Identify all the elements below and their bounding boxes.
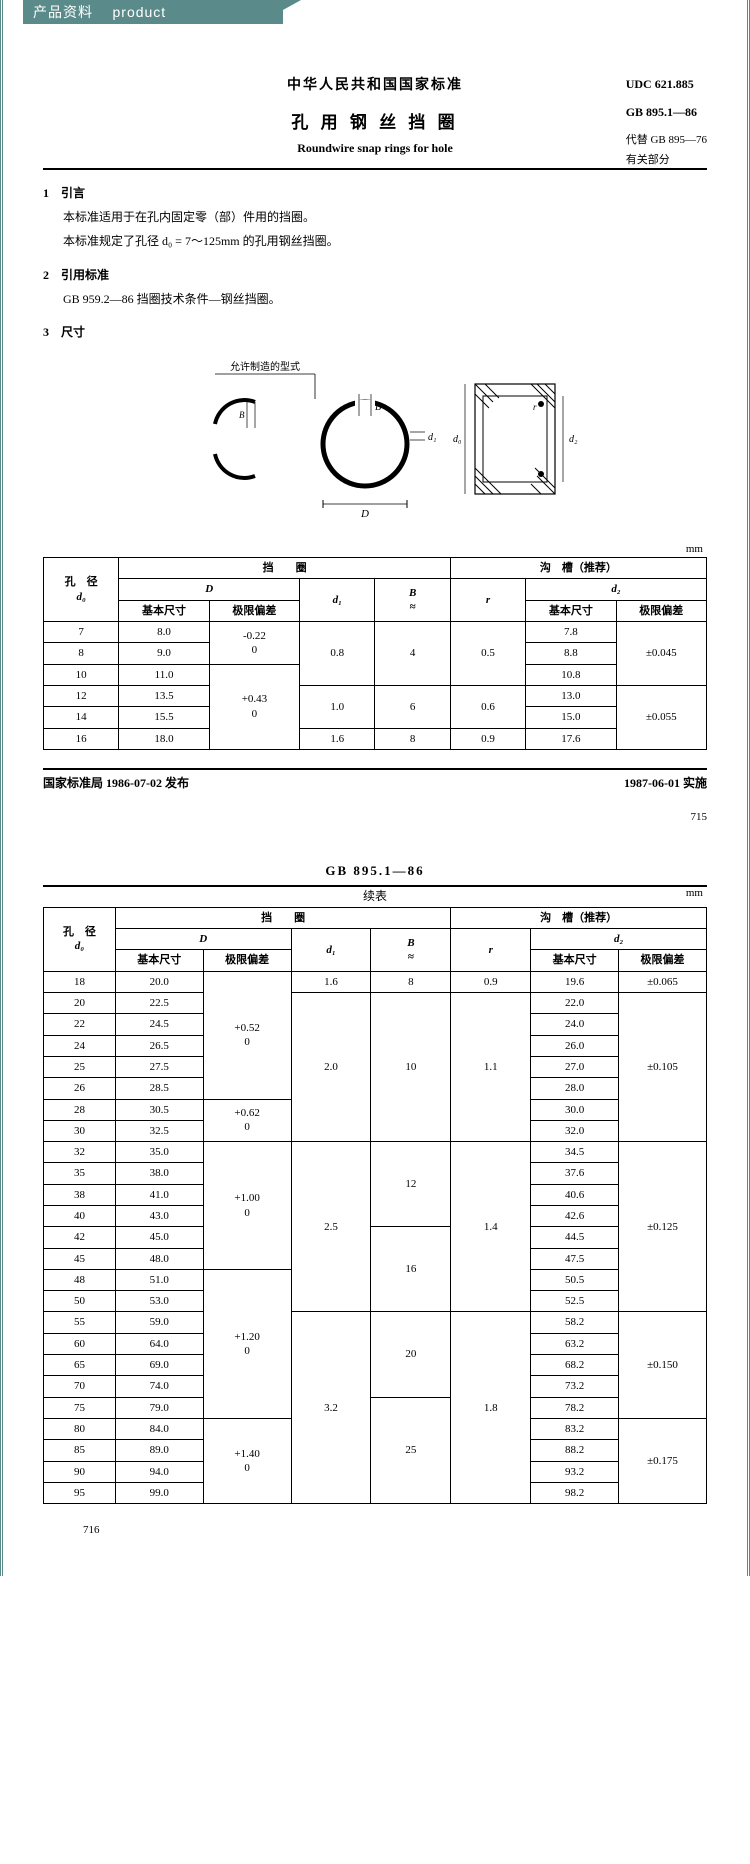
effective-date: 1987-06-01 实施 xyxy=(624,774,707,791)
section-1-p1: 本标准适用于在孔内固定零（部）件用的挡圈。 xyxy=(63,207,707,227)
svg-text:d₂: d₂ xyxy=(569,434,578,445)
country-std-label: 中华人民共和国国家标准 xyxy=(43,74,707,94)
standard-title-en: Roundwire snap rings for hole xyxy=(43,141,707,156)
dimensions-table-1: 孔 径d₀ 挡 圈 沟 槽（推荐） D d₁ B≈ r d₂ 基本尺寸 极限偏差… xyxy=(43,557,707,750)
banner-en: product xyxy=(113,4,167,20)
svg-text:r: r xyxy=(533,402,537,412)
standard-title-cn: 孔 用 钢 丝 挡 圈 xyxy=(43,108,707,133)
svg-text:d₁: d₁ xyxy=(428,432,436,443)
section-1-title: 1 引言 xyxy=(43,184,707,201)
title-block: UDC 621.885 GB 895.1—86 代替 GB 895—76 有关部… xyxy=(43,74,707,156)
unit-mm-1: mm xyxy=(43,543,703,555)
ring-diagram-svg: 允许制造的型式 B B D d xyxy=(165,354,585,524)
section-1-p2: 本标准规定了孔径 d₀ = 7～125mm 的孔用钢丝挡圈。 xyxy=(63,231,707,251)
title-separator xyxy=(43,168,707,170)
page-number-1: 715 xyxy=(43,811,707,823)
udc-code: UDC 621.885 xyxy=(626,74,707,96)
section-3-title: 3 尺寸 xyxy=(43,323,707,340)
cross-section: r d₂ d₀ xyxy=(453,384,578,494)
issued-date: 国家标准局 1986-07-02 发布 xyxy=(43,774,189,791)
replace-line1: 代替 GB 895—76 xyxy=(626,131,707,151)
unit-mm-2: mm xyxy=(686,887,703,899)
technical-diagram: 允许制造的型式 B B D d xyxy=(43,354,707,529)
replace-line2: 有关部分 xyxy=(626,151,707,171)
svg-text:d₀: d₀ xyxy=(453,434,462,445)
page-frame: 产品资料 product UDC 621.885 GB 895.1—86 代替 … xyxy=(0,0,750,1576)
continued-caption: 续表 mm xyxy=(43,887,707,904)
issuance-footer: 国家标准局 1986-07-02 发布 1987-06-01 实施 xyxy=(43,768,707,791)
page2-gb-header: GB 895.1—86 xyxy=(43,863,707,879)
svg-text:B: B xyxy=(375,402,381,413)
svg-text:D: D xyxy=(360,508,369,520)
svg-text:B: B xyxy=(239,410,245,420)
standard-codes: UDC 621.885 GB 895.1—86 代替 GB 895—76 有关部… xyxy=(626,74,707,171)
category-banner: 产品资料 product xyxy=(23,0,283,24)
page-number-2: 716 xyxy=(83,1524,707,1536)
dimensions-table-2: 孔 径d₀ 挡 圈 沟 槽（推荐） D d₁ B≈ r d₂ 基本尺寸 极限偏差… xyxy=(43,907,707,1504)
diagram-style-label: 允许制造的型式 xyxy=(230,360,300,373)
banner-cn: 产品资料 xyxy=(33,6,93,21)
gb-code: GB 895.1—86 xyxy=(626,102,707,124)
section-2-title: 2 引用标准 xyxy=(43,266,707,283)
document-body: UDC 621.885 GB 895.1—86 代替 GB 895—76 有关部… xyxy=(3,24,747,1576)
section-2-p1: GB 959.2—86 挡圈技术条件—钢丝挡圈。 xyxy=(63,289,707,309)
